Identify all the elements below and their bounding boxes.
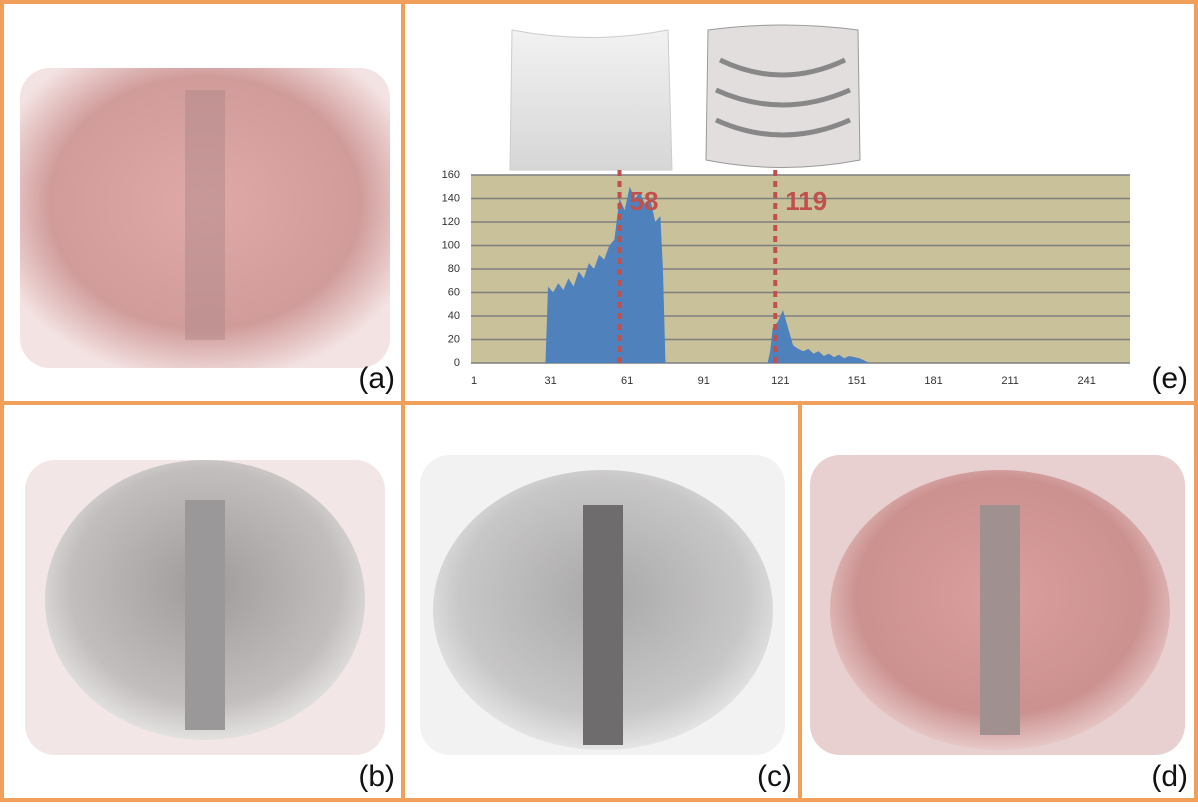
- marker-label: 119: [785, 186, 827, 216]
- panel-label: (e): [1151, 362, 1188, 395]
- x-tick-label: 241: [1078, 375, 1096, 387]
- figure: 0 20 40 60 80 100 120 140 160 1 31 61 91 121 151 181 211…: [0, 0, 1198, 802]
- x-tick-label: 61: [621, 375, 633, 387]
- x-tick-label: 1: [471, 375, 477, 387]
- x-tick-label: 31: [544, 375, 556, 387]
- y-tick-label: 40: [448, 310, 460, 322]
- panel-label: (d): [1151, 760, 1188, 793]
- panel-label: (c): [757, 760, 792, 793]
- x-tick-label: 181: [924, 375, 942, 387]
- x-tick-label: 91: [698, 375, 710, 387]
- render-d: [810, 455, 1185, 755]
- render-a: [20, 68, 390, 368]
- marker-label: 58: [630, 186, 659, 216]
- y-tick-label: 80: [448, 263, 460, 275]
- panel-label: (a): [358, 362, 395, 395]
- y-tick-label: 20: [448, 333, 460, 345]
- x-tick-label: 151: [848, 375, 866, 387]
- render-c: [420, 455, 785, 755]
- y-tick-label: 120: [442, 216, 460, 228]
- y-tick-label: 160: [442, 169, 460, 181]
- render-b: [25, 460, 385, 755]
- torso-render: [510, 30, 672, 170]
- x-tick-label: 211: [1001, 375, 1019, 387]
- panel-label: (b): [358, 760, 395, 793]
- ribcage-render: [706, 25, 860, 168]
- y-tick-label: 100: [442, 239, 460, 251]
- y-tick-label: 60: [448, 286, 460, 298]
- histogram: 0 20 40 60 80 100 120 140 160 1 31 61 91 121 151 181 211…: [442, 169, 1130, 387]
- y-tick-label: 140: [442, 192, 460, 204]
- y-tick-label: 0: [454, 357, 460, 369]
- x-tick-label: 121: [771, 375, 789, 387]
